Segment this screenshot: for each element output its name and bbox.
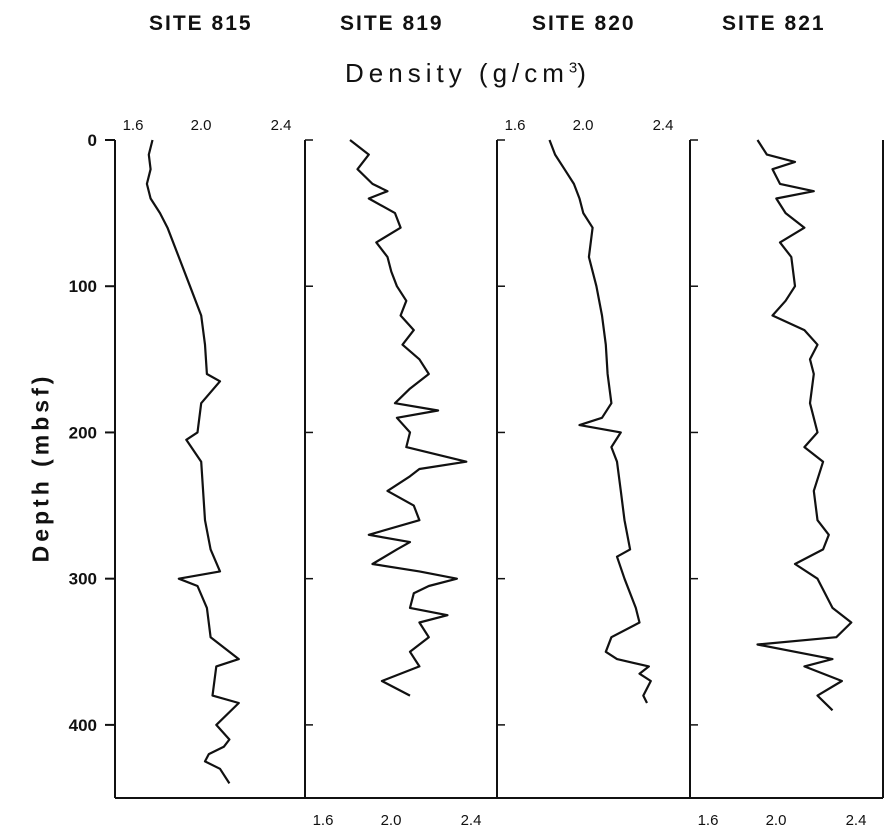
- x-tick-label: 2.4: [653, 117, 674, 134]
- x-axis-title-sup: 3: [568, 59, 578, 77]
- x-tick-label: 1.6: [313, 812, 334, 829]
- x-tick-label: 2.4: [461, 812, 482, 829]
- y-tick-label: 300: [69, 570, 97, 589]
- x-tick-label: 1.6: [123, 117, 144, 134]
- density-trace-site-821: [756, 139, 853, 712]
- y-tick-label: 200: [69, 423, 97, 442]
- x-axis-title: Density (g/cm3): [345, 58, 591, 89]
- x-axis-title-close: ): [577, 58, 591, 88]
- x-tick-label: 2.0: [766, 812, 787, 829]
- x-tick-label: 2.0: [573, 117, 594, 134]
- x-tick-label: 1.6: [505, 117, 526, 134]
- site-title-821: SITE 821: [722, 12, 826, 35]
- x-tick-label: 2.0: [191, 117, 212, 134]
- x-tick-label: 2.4: [846, 812, 867, 829]
- site-title-815: SITE 815: [149, 12, 253, 35]
- y-tick-label: 100: [69, 277, 97, 296]
- site-title-820: SITE 820: [532, 12, 636, 35]
- y-tick-label: 400: [69, 716, 97, 735]
- density-trace-site-819: [349, 139, 468, 697]
- site-title-819: SITE 819: [340, 12, 444, 35]
- density-trace-site-820: [548, 139, 652, 704]
- x-axis-title-text: Density (g/cm: [345, 58, 569, 88]
- y-tick-label: 0: [88, 131, 97, 150]
- density-trace-site-815: [145, 139, 240, 784]
- x-tick-label: 2.4: [271, 117, 292, 134]
- x-tick-label: 2.0: [381, 812, 402, 829]
- x-tick-label: 1.6: [698, 812, 719, 829]
